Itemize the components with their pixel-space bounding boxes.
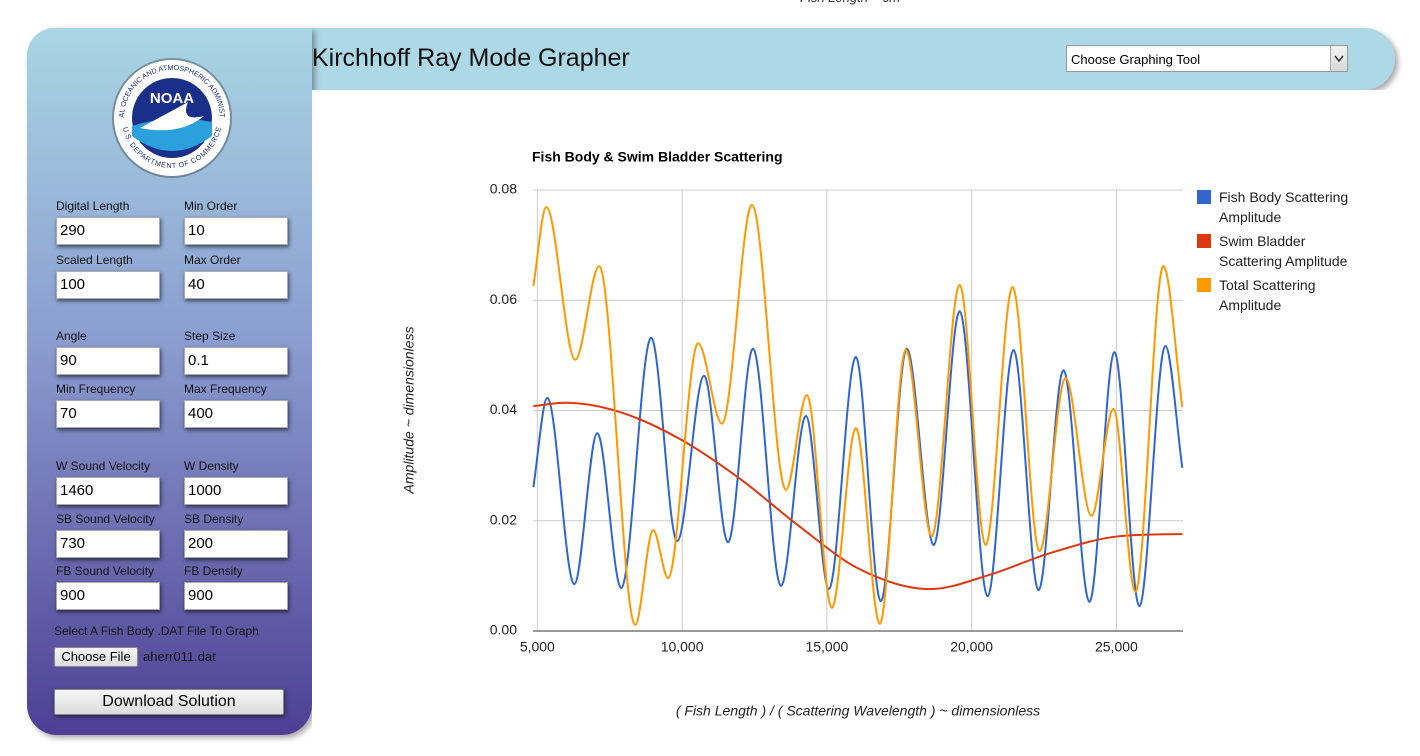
- field-input[interactable]: 400: [184, 400, 288, 428]
- x-tick-label: 20,000: [950, 639, 993, 655]
- field-input[interactable]: 0.1: [184, 347, 288, 375]
- field-label: Digital Length: [56, 199, 130, 213]
- field-input[interactable]: 100: [56, 271, 160, 299]
- file-name: aherr011.dat: [143, 649, 216, 664]
- logo-name: NOAA: [150, 90, 194, 107]
- field-label: Angle: [56, 329, 87, 343]
- legend-item: Fish Body Scattering Amplitude: [1197, 187, 1367, 231]
- content-area: [312, 90, 1420, 756]
- tool-select[interactable]: Choose Graphing Tool: [1066, 45, 1348, 72]
- field-label: FB Density: [184, 564, 243, 578]
- app-title: Kirchhoff Ray Mode Grapher: [312, 44, 630, 72]
- field-label: SB Density: [184, 512, 244, 526]
- top-fragment: Fish Length ~ cm: [800, 0, 900, 5]
- legend-swatch: [1197, 234, 1211, 248]
- legend-swatch: [1197, 190, 1211, 204]
- field-input[interactable]: 290: [56, 217, 160, 245]
- x-tick-label: 5,000: [520, 639, 555, 655]
- x-tick-label: 15,000: [805, 639, 848, 655]
- x-axis-title: ( Fish Length ) / ( Scattering Wavelengt…: [676, 703, 1040, 719]
- field-label: Min Frequency: [56, 382, 136, 396]
- legend-label: Swim Bladder Scattering Amplitude: [1219, 233, 1348, 269]
- field-input[interactable]: 200: [184, 530, 288, 558]
- y-tick-label: 0.04: [490, 401, 517, 417]
- field-input[interactable]: 1000: [184, 477, 288, 505]
- legend-label: Total Scattering Amplitude: [1219, 277, 1316, 313]
- legend: Fish Body Scattering Amplitude Swim Bladd…: [1197, 187, 1367, 319]
- field-input[interactable]: 730: [56, 530, 160, 558]
- series-line: [532, 310, 1184, 608]
- legend-item: Swim Bladder Scattering Amplitude: [1197, 231, 1367, 275]
- field-input[interactable]: 70: [56, 400, 160, 428]
- field-input[interactable]: 900: [56, 582, 160, 610]
- noaa-logo: NOAA NATIONAL OCEANIC AND ATMOSPHERIC AD…: [110, 56, 232, 178]
- field-label: Max Order: [184, 253, 241, 267]
- field-input[interactable]: 900: [184, 582, 288, 610]
- field-label: Max Frequency: [184, 382, 267, 396]
- y-axis-title: Amplitude ~ dimensionless: [401, 327, 417, 495]
- legend-swatch: [1197, 278, 1211, 292]
- field-label: W Density: [184, 459, 239, 473]
- y-tick-label: 0.00: [490, 622, 517, 638]
- field-input[interactable]: 10: [184, 217, 288, 245]
- select-text: Choose Graphing Tool: [1071, 52, 1201, 67]
- field-label: W Sound Velocity: [56, 459, 151, 473]
- field-label: Step Size: [184, 329, 236, 343]
- field-label: FB Sound Velocity: [56, 564, 155, 578]
- download-button[interactable]: Download Solution: [54, 689, 284, 715]
- field-label: Min Order: [184, 199, 238, 213]
- field-label: Scaled Length: [56, 253, 133, 267]
- y-tick-label: 0.08: [490, 181, 517, 197]
- legend-item: Total Scattering Amplitude: [1197, 275, 1367, 319]
- series-line: [533, 401, 1183, 591]
- x-tick-label: 25,000: [1095, 639, 1138, 655]
- field-label: SB Sound Velocity: [56, 512, 155, 526]
- y-tick-label: 0.06: [490, 291, 517, 307]
- field-input[interactable]: 40: [184, 271, 288, 299]
- y-tick-label: 0.02: [490, 511, 517, 527]
- choose-file-button[interactable]: Choose File: [54, 647, 138, 667]
- series-line: [532, 203, 1184, 626]
- chart-title: Fish Body & Swim Bladder Scattering: [532, 149, 783, 165]
- x-tick-label: 10,000: [661, 639, 704, 655]
- field-input[interactable]: 90: [56, 347, 160, 375]
- field-input[interactable]: 1460: [56, 477, 160, 505]
- file-label: Select A Fish Body .DAT File To Graph: [54, 624, 259, 638]
- select-arrow: [1330, 46, 1347, 71]
- legend-label: Fish Body Scattering Amplitude: [1219, 189, 1349, 225]
